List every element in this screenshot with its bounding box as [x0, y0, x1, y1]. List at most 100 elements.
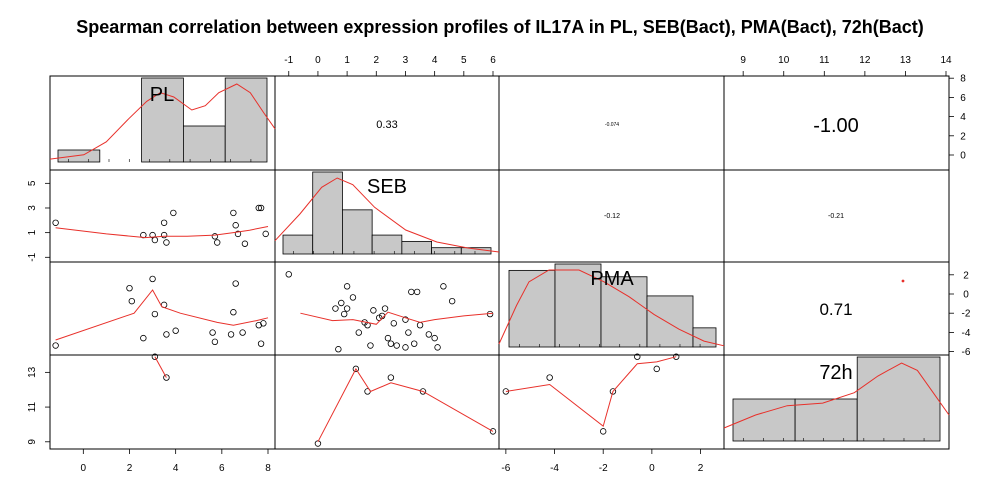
scatter-point [402, 344, 409, 351]
scatter-point [448, 297, 456, 305]
chart-title: Spearman correlation between expression … [76, 17, 924, 37]
scatter-point [257, 340, 265, 347]
smoother-line [317, 367, 494, 443]
y-tick-label: 13 [27, 366, 38, 378]
scatter-point [232, 222, 239, 229]
x-tick-label: -2 [599, 463, 608, 474]
scatter-point [52, 219, 59, 226]
scatter-point [387, 340, 395, 347]
density-curve [274, 177, 500, 253]
histogram-bar [554, 263, 602, 348]
scatter-point [128, 297, 135, 305]
histogram-bar [312, 171, 343, 255]
scatter-point [408, 288, 415, 296]
panel-frame [274, 354, 500, 450]
panel-frame [49, 169, 276, 263]
variable-label: PL [150, 84, 174, 106]
scatter-point [349, 294, 357, 301]
y-tick-label: 2 [960, 131, 966, 142]
histogram-bar [856, 356, 941, 442]
x-tick-label: 0 [649, 463, 655, 474]
y-tick-label: 1 [27, 229, 38, 235]
y-tick-label: 9 [27, 439, 38, 445]
scatter-point [126, 284, 133, 292]
smoother-lines [55, 226, 905, 443]
y-tick-label: 0 [963, 290, 969, 301]
scatter-point [340, 310, 348, 318]
x-tick-label: 11 [819, 55, 830, 66]
scatter-point [230, 309, 237, 316]
x-tick-label: 0 [81, 463, 87, 474]
scatter-point [411, 340, 418, 347]
correlation-label: 0.71 [819, 300, 852, 319]
scatter-point [255, 204, 262, 212]
scatter-point [163, 239, 170, 246]
panel-frame [723, 354, 950, 450]
x-tick-label: 0 [315, 55, 321, 66]
scatter-point [163, 374, 170, 381]
y-tick-label: 6 [960, 93, 966, 104]
scatter-point [335, 346, 342, 353]
x-tick-label: 1 [344, 55, 350, 66]
scatter-point [600, 428, 607, 435]
scatter-point [381, 305, 389, 312]
x-tick-label: 2 [698, 463, 704, 474]
scatter-point [425, 331, 433, 338]
scatter-point [209, 329, 216, 336]
scatter-point [343, 305, 351, 312]
panel-frame [49, 261, 276, 356]
panel-frames [49, 75, 950, 450]
smoother-line [300, 311, 494, 325]
scatter-point [232, 280, 239, 287]
scatter-point [370, 307, 377, 314]
histogram-bar [182, 125, 226, 163]
smoother-line [55, 289, 269, 341]
scatter-point [673, 353, 680, 360]
scatter-point [285, 271, 292, 278]
scatter-point [434, 344, 441, 351]
scatter-point [390, 320, 397, 327]
histogram-bar [371, 234, 403, 255]
axes: 0 2 4 6 8 -6 -4 -2 0 2-1 0 1 2 3 4 5 6 9 10 11 12 13 14-113591… [27, 55, 971, 474]
scatter-point [170, 209, 177, 217]
scatter-point [489, 428, 497, 435]
correlation-label: -0.21 [828, 213, 844, 220]
variable-label: 72h [819, 362, 852, 384]
y-tick-label: 11 [27, 401, 38, 412]
scatter-point [149, 231, 156, 239]
scatter-point [239, 329, 246, 336]
scatter-point [332, 305, 339, 312]
marker-point [901, 279, 905, 283]
scatter-point [355, 329, 362, 336]
scatter-point [338, 299, 345, 307]
x-tick-label: 12 [859, 55, 871, 66]
scatter-point [230, 209, 237, 217]
histogram-bar [342, 209, 373, 255]
x-tick-label: 2 [374, 55, 380, 66]
x-tick-label: 5 [461, 55, 467, 66]
x-tick-label: 2 [127, 463, 133, 474]
correlation-label: -0.074 [605, 122, 619, 128]
y-tick-label: -2 [962, 309, 971, 320]
scatter-point [384, 334, 392, 342]
scatter-point [160, 219, 168, 226]
y-tick-label: 5 [27, 180, 38, 186]
x-tick-label: -4 [550, 463, 559, 474]
x-tick-label: 10 [778, 55, 790, 66]
labels: PL SEB PMA 72h 0.33 -0.074 -1.00 -0.12 -0.21 0.71 [150, 84, 859, 384]
scatter-point [151, 353, 159, 360]
scatter-point [260, 320, 267, 327]
y-tick-label: -6 [962, 347, 971, 358]
scatter-point [227, 331, 235, 338]
x-tick-label: 6 [219, 463, 225, 474]
y-tick-label: 2 [963, 270, 969, 281]
y-tick-label: 4 [960, 112, 966, 123]
y-tick-label: -1 [27, 252, 38, 261]
scatter-point [634, 353, 641, 360]
smoother-line [505, 356, 677, 428]
x-tick-label: 13 [900, 55, 912, 66]
correlation-label: -1.00 [813, 115, 859, 137]
scatter-point [160, 231, 168, 239]
histogram-bar [794, 398, 858, 442]
